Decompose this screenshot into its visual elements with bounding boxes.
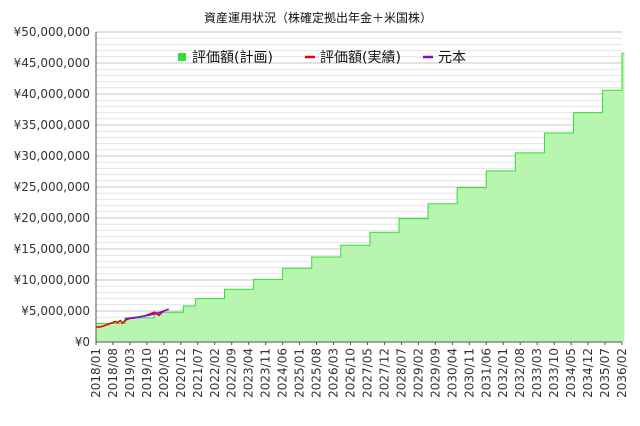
x-tick-label: 2018/08: [106, 348, 120, 398]
x-tick-label: 2020/12: [174, 348, 188, 398]
y-tick-label: ¥35,000,000: [14, 118, 90, 132]
x-tick-label: 2020/05: [157, 348, 171, 398]
y-tick-label: ¥10,000,000: [14, 273, 90, 287]
x-tick-label: 2025/01: [293, 348, 307, 398]
x-tick-label: 2026/10: [344, 348, 358, 398]
y-tick-label: ¥25,000,000: [14, 180, 90, 194]
y-tick-label: ¥5,000,000: [21, 304, 90, 318]
y-tick-label: ¥20,000,000: [14, 211, 90, 225]
x-tick-label: 2030/11: [462, 348, 476, 398]
x-tick-label: 2021/07: [191, 348, 205, 398]
x-tick-label: 2034/12: [581, 348, 595, 398]
y-tick-label: ¥15,000,000: [14, 242, 90, 256]
x-tick-label: 2022/02: [208, 348, 222, 398]
x-tick-label: 2027/12: [377, 348, 391, 398]
x-tick-label: 2029/02: [411, 348, 425, 398]
y-tick-label: ¥0: [75, 335, 90, 349]
legend-label: 元本: [438, 50, 466, 66]
legend-label: 評価額(計画): [192, 50, 273, 66]
y-tick-label: ¥45,000,000: [14, 56, 90, 70]
x-tick-label: 2033/03: [530, 348, 544, 398]
x-tick-label: 2022/09: [225, 348, 239, 398]
chart-title: 資産運用状況（株確定拠出年金＋米国株）: [204, 10, 432, 25]
x-tick-label: 2033/10: [547, 348, 561, 398]
x-tick-label: 2029/09: [428, 348, 442, 398]
x-tick-label: 2023/11: [259, 348, 273, 398]
legend: 評価額(計画) 評価額(実績) 元本: [178, 50, 466, 66]
plan-area: [96, 53, 625, 342]
x-tick-label: 2030/04: [445, 348, 459, 398]
x-tick-label: 2024/06: [276, 348, 290, 398]
x-tick-label: 2028/07: [394, 348, 408, 398]
x-tick-label: 2034/05: [564, 348, 578, 398]
x-tick-label: 2031/06: [479, 348, 493, 398]
x-tick-label: 2018/01: [89, 348, 103, 398]
x-tick-label: 2032/08: [513, 348, 527, 398]
x-tick-label: 2035/07: [598, 348, 612, 398]
legend-swatch: [178, 53, 186, 61]
y-tick-label: ¥40,000,000: [14, 87, 90, 101]
legend-label: 評価額(実績): [320, 50, 401, 66]
x-tick-label: 2026/03: [327, 348, 341, 398]
x-tick-label: 2036/02: [615, 348, 629, 398]
x-tick-label: 2027/05: [360, 348, 374, 398]
x-tick-label: 2025/08: [310, 348, 324, 398]
x-tick-label: 2023/04: [242, 348, 256, 398]
x-tick-label: 2019/03: [123, 348, 137, 398]
plan-line: [96, 52, 625, 324]
principal-line: [124, 308, 170, 320]
x-tick-label: 2032/01: [496, 348, 510, 398]
y-tick-label: ¥30,000,000: [14, 149, 90, 163]
y-tick-label: ¥50,000,000: [14, 25, 90, 39]
x-tick-label: 2019/10: [140, 348, 154, 398]
